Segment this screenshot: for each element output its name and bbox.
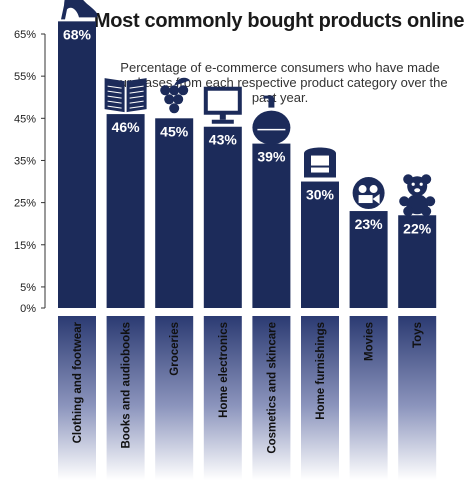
bar [252,143,291,308]
y-tick-label: 0% [20,303,36,315]
bar-value-label: 39% [257,149,286,165]
y-tick-label: 65% [14,29,36,41]
category-label: Home furnishings [315,322,327,420]
open-book-icon [104,78,147,113]
category-label: Toys [412,322,424,348]
y-tick-label: 25% [14,198,36,210]
grapes-icon [160,77,191,114]
bar-value-label: 30% [306,187,335,203]
category-panel [252,316,291,480]
category-label: Movies [364,322,376,361]
bar-value-label: 43% [209,132,238,148]
category-panel [203,316,242,480]
y-tick-label: 15% [14,240,36,252]
category-panel [398,316,437,480]
bar [301,181,339,308]
bar-value-label: 68% [63,26,92,42]
category-label: Books and audiobooks [121,322,133,449]
category-panel [106,316,145,480]
category-label: Home electronics [218,322,230,418]
bar-value-label: 45% [160,123,189,139]
monitor-icon [203,86,242,124]
category-label: Groceries [169,322,181,376]
cosmetics-jar-icon [252,95,291,145]
y-tick-label: 55% [14,71,36,83]
bar-value-label: 23% [355,216,384,232]
chart-title: Most commonly bought products online [93,10,465,32]
category-label: Cosmetics and skincare [266,322,278,454]
bar [349,211,388,308]
bar [398,215,437,308]
bar [58,21,96,308]
chart-subtitle: Percentage of e-commerce consumers who h… [112,60,448,105]
category-label: Clothing and footwear [72,321,84,443]
bar-value-label: 22% [403,220,432,236]
bar [106,114,145,308]
y-tick-label: 35% [14,155,36,167]
y-tick-label: 45% [14,113,36,125]
teddy-bear-icon [399,174,436,217]
bar [203,126,242,308]
category-panel [155,316,194,480]
category-panel [349,316,388,480]
category-panel [301,316,339,480]
film-camera-icon [352,177,385,210]
category-panel [58,316,96,480]
bar-value-label: 46% [112,119,141,135]
armchair-icon [304,147,336,178]
y-tick-label: 5% [20,282,36,294]
bar [155,118,194,308]
high-heel-shoe-icon [61,0,97,20]
